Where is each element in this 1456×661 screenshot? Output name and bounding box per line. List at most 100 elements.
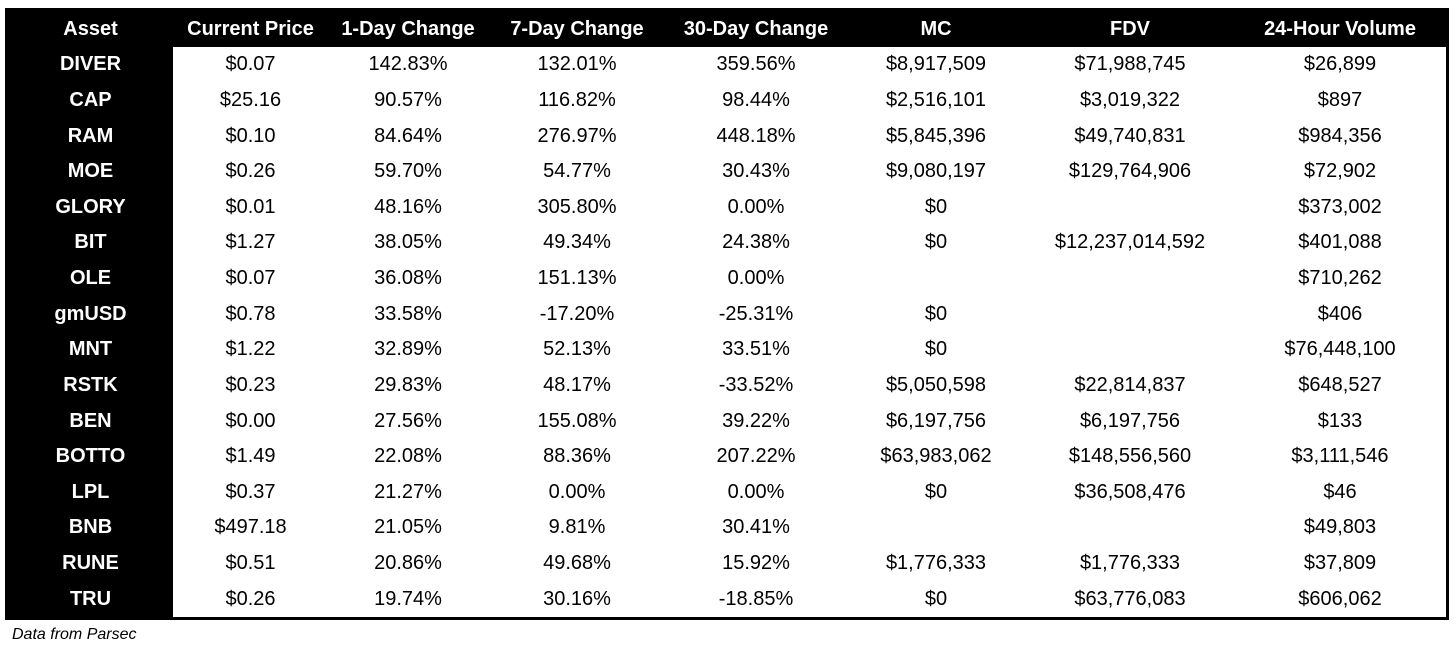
table-row: MOE $0.26 59.70% 54.77% 30.43% $9,080,197 $129… [8,153,1446,190]
table-cell: $0 [846,474,1026,511]
table-cell: $373,002 [1234,189,1446,226]
table-cell: $0.37 [173,474,328,511]
table-row: LPL $0.37 21.27% 0.00% 0.00% $0 $36,508,476 $46 [8,474,1446,511]
table-cell: 32.89% [328,332,488,368]
table-cell: $648,527 [1234,367,1446,404]
crypto-performance-table-frame: Asset Current Price 1-Day Change 7-Day Chan… [5,8,1449,620]
table-cell: $8,917,509 [846,47,1026,83]
table-row: CAP $25.16 90.57% 116.82% 98.44% $2,516,101 $3… [8,82,1446,119]
table-cell: 19.74% [328,581,488,617]
table-cell: $12,237,014,592 [1026,225,1234,261]
table-cell: 48.17% [488,367,666,404]
table-cell: 21.27% [328,474,488,511]
table-cell: -25.31% [666,296,846,332]
table-cell: $0.78 [173,296,328,332]
table-cell: 84.64% [328,118,488,154]
table-cell: $0.26 [173,153,328,190]
table-cell: 359.56% [666,47,846,83]
table-cell: $46 [1234,474,1446,511]
table-cell: $0 [846,225,1026,261]
table-cell: $606,062 [1234,581,1446,617]
table-row: OLE $0.07 36.08% 151.13% 0.00% $710,262 [8,260,1446,297]
table-cell [1026,332,1234,368]
table-cell: 20.86% [328,545,488,582]
table-cell: 39.22% [666,403,846,439]
table-cell: 49.34% [488,225,666,261]
table-cell [1026,189,1234,226]
table-cell: $897 [1234,82,1446,119]
table-cell: 33.51% [666,332,846,368]
table-cell: $25.16 [173,82,328,119]
table-row: RSTK $0.23 29.83% 48.17% -33.52% $5,050,598 $2… [8,367,1446,404]
crypto-performance-table: Asset Current Price 1-Day Change 7-Day Chan… [8,11,1446,617]
table-row: GLORY $0.01 48.16% 305.80% 0.00% $0 $373,002 [8,189,1446,226]
asset-cell: BNB [8,510,173,546]
table-cell: $3,019,322 [1026,82,1234,119]
table-cell: $406 [1234,296,1446,332]
table-cell: 38.05% [328,225,488,261]
table-row: BOTTO $1.49 22.08% 88.36% 207.22% $63,983,062… [8,438,1446,475]
table-cell: 54.77% [488,153,666,190]
table-cell: 0.00% [488,474,666,511]
asset-cell: DIVER [8,47,173,83]
table-cell: $5,050,598 [846,367,1026,404]
table-body: DIVER $0.07 142.83% 132.01% 359.56% $8,917,50… [8,47,1446,617]
table-cell: $1,776,333 [846,545,1026,582]
table-cell: 36.08% [328,260,488,297]
table-row: MNT $1.22 32.89% 52.13% 33.51% $0 $76,448,100 [8,332,1446,368]
table-row: gmUSD $0.78 33.58% -17.20% -25.31% $0 $406 [8,296,1446,332]
table-cell [1026,260,1234,297]
table-cell [846,510,1026,546]
table-cell: 0.00% [666,474,846,511]
table-cell: $148,556,560 [1026,438,1234,475]
asset-cell: BEN [8,403,173,439]
column-header: 30-Day Change [666,11,846,47]
table-cell: 24.38% [666,225,846,261]
table-cell: $76,448,100 [1234,332,1446,368]
asset-cell: BIT [8,225,173,261]
table-cell: 49.68% [488,545,666,582]
table-cell: 155.08% [488,403,666,439]
table-cell: 27.56% [328,403,488,439]
table-row: TRU $0.26 19.74% 30.16% -18.85% $0 $63,776,083… [8,581,1446,617]
table-cell: 21.05% [328,510,488,546]
table-cell: $133 [1234,403,1446,439]
asset-cell: MNT [8,332,173,368]
table-cell: $129,764,906 [1026,153,1234,190]
table-cell: $0.00 [173,403,328,439]
table-cell: $63,983,062 [846,438,1026,475]
table-row: BIT $1.27 38.05% 49.34% 24.38% $0 $12,237,014,… [8,225,1446,261]
asset-cell: RAM [8,118,173,154]
table-cell: 9.81% [488,510,666,546]
table-cell: -33.52% [666,367,846,404]
table-row: RUNE $0.51 20.86% 49.68% 15.92% $1,776,333 $1,… [8,545,1446,582]
table-cell: $0.51 [173,545,328,582]
table-cell: 0.00% [666,260,846,297]
table-row: RAM $0.10 84.64% 276.97% 448.18% $5,845,396 $4… [8,118,1446,154]
table-cell: 116.82% [488,82,666,119]
asset-cell: RSTK [8,367,173,404]
table-cell: $0.23 [173,367,328,404]
table-cell: 305.80% [488,189,666,226]
table-cell: 30.43% [666,153,846,190]
table-cell: $0 [846,189,1026,226]
table-cell: 52.13% [488,332,666,368]
table-cell: 88.36% [488,438,666,475]
table-cell: $0.26 [173,581,328,617]
table-cell: -18.85% [666,581,846,617]
table-cell: 448.18% [666,118,846,154]
table-cell: $1.49 [173,438,328,475]
table-cell: $37,809 [1234,545,1446,582]
column-header: Current Price [173,11,328,47]
table-cell: $401,088 [1234,225,1446,261]
table-cell: 151.13% [488,260,666,297]
table-cell: $72,902 [1234,153,1446,190]
table-cell: 98.44% [666,82,846,119]
column-header: Asset [8,11,173,47]
table-cell: $0 [846,581,1026,617]
column-header: MC [846,11,1026,47]
table-cell: $2,516,101 [846,82,1026,119]
table-cell: $5,845,396 [846,118,1026,154]
table-cell: 22.08% [328,438,488,475]
table-cell: $1.22 [173,332,328,368]
